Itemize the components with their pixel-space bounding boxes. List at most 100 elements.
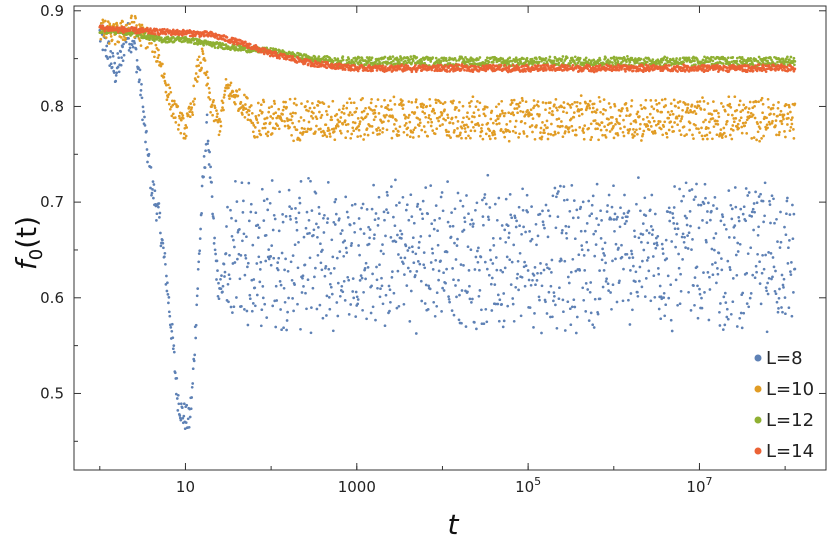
data-point — [340, 110, 344, 114]
data-point — [108, 55, 112, 59]
data-point — [463, 68, 466, 72]
data-point — [778, 113, 782, 117]
data-point — [441, 102, 445, 106]
data-point — [347, 278, 351, 282]
data-point — [377, 112, 381, 115]
data-point — [641, 222, 645, 225]
data-point — [518, 132, 521, 136]
data-point — [206, 82, 209, 86]
data-point — [702, 271, 705, 274]
data-point — [747, 107, 751, 110]
data-point — [600, 219, 603, 222]
data-point — [246, 323, 250, 327]
data-point — [329, 271, 333, 275]
data-point — [611, 61, 614, 64]
data-point — [706, 102, 710, 105]
data-point — [731, 124, 735, 127]
data-point — [783, 296, 787, 299]
data-point — [630, 252, 634, 256]
data-point — [295, 61, 299, 64]
data-point — [219, 287, 223, 291]
data-point — [318, 212, 321, 216]
data-point — [582, 137, 586, 141]
x-tick-label: 10 — [176, 478, 195, 496]
data-point — [242, 106, 246, 110]
data-point — [222, 34, 226, 37]
data-point — [271, 47, 275, 50]
data-point — [491, 262, 495, 265]
data-point — [205, 121, 208, 124]
data-point — [680, 235, 684, 239]
data-point — [592, 102, 596, 106]
data-point — [360, 206, 363, 210]
data-point — [333, 138, 337, 142]
data-point — [729, 312, 733, 316]
data-point — [410, 101, 414, 104]
data-point — [699, 203, 703, 207]
data-point — [530, 237, 534, 241]
data-point — [790, 261, 793, 264]
data-point — [431, 251, 435, 255]
data-point — [430, 222, 434, 226]
data-point — [737, 219, 741, 223]
data-point — [766, 292, 770, 296]
data-point — [338, 129, 342, 133]
data-point — [356, 302, 360, 306]
data-point — [447, 130, 450, 134]
data-point — [341, 290, 345, 294]
data-point — [645, 60, 649, 64]
data-point — [547, 209, 550, 212]
data-point — [448, 300, 451, 304]
data-point — [153, 50, 157, 54]
data-point — [329, 285, 333, 289]
data-point — [404, 59, 407, 63]
data-point — [726, 317, 730, 321]
data-point — [515, 107, 519, 110]
data-point — [115, 21, 119, 25]
data-point — [362, 109, 366, 113]
data-point — [518, 224, 521, 228]
data-point — [553, 103, 556, 107]
data-point — [483, 107, 486, 111]
data-point — [665, 56, 669, 60]
data-point — [519, 59, 522, 63]
data-point — [671, 216, 675, 220]
data-point — [582, 63, 586, 67]
data-point — [228, 253, 231, 257]
data-point — [347, 113, 351, 117]
data-point — [295, 228, 299, 232]
data-point — [271, 228, 275, 232]
data-point — [200, 212, 203, 215]
data-point — [712, 204, 715, 207]
data-point — [621, 130, 625, 134]
data-point — [649, 225, 653, 228]
data-point — [281, 108, 285, 112]
data-point — [365, 127, 369, 130]
data-point — [404, 121, 408, 125]
data-point — [121, 59, 125, 63]
data-point — [276, 268, 280, 272]
data-point — [792, 56, 796, 60]
data-point — [599, 110, 602, 114]
data-point — [161, 27, 164, 31]
data-point — [338, 62, 342, 66]
data-point — [683, 134, 686, 138]
data-point — [743, 124, 747, 128]
data-point — [142, 110, 145, 113]
data-point — [291, 297, 294, 300]
data-point — [514, 131, 518, 135]
data-point — [289, 218, 292, 221]
data-point — [792, 128, 795, 131]
data-point — [766, 126, 769, 130]
data-point — [246, 96, 249, 100]
data-point — [195, 294, 199, 298]
data-point — [255, 293, 259, 297]
data-point — [667, 296, 671, 300]
data-points — [98, 14, 797, 431]
data-point — [628, 128, 632, 131]
data-point — [383, 55, 387, 59]
data-point — [477, 294, 481, 298]
data-point — [384, 234, 387, 238]
data-point — [500, 99, 504, 103]
data-point — [665, 135, 669, 139]
